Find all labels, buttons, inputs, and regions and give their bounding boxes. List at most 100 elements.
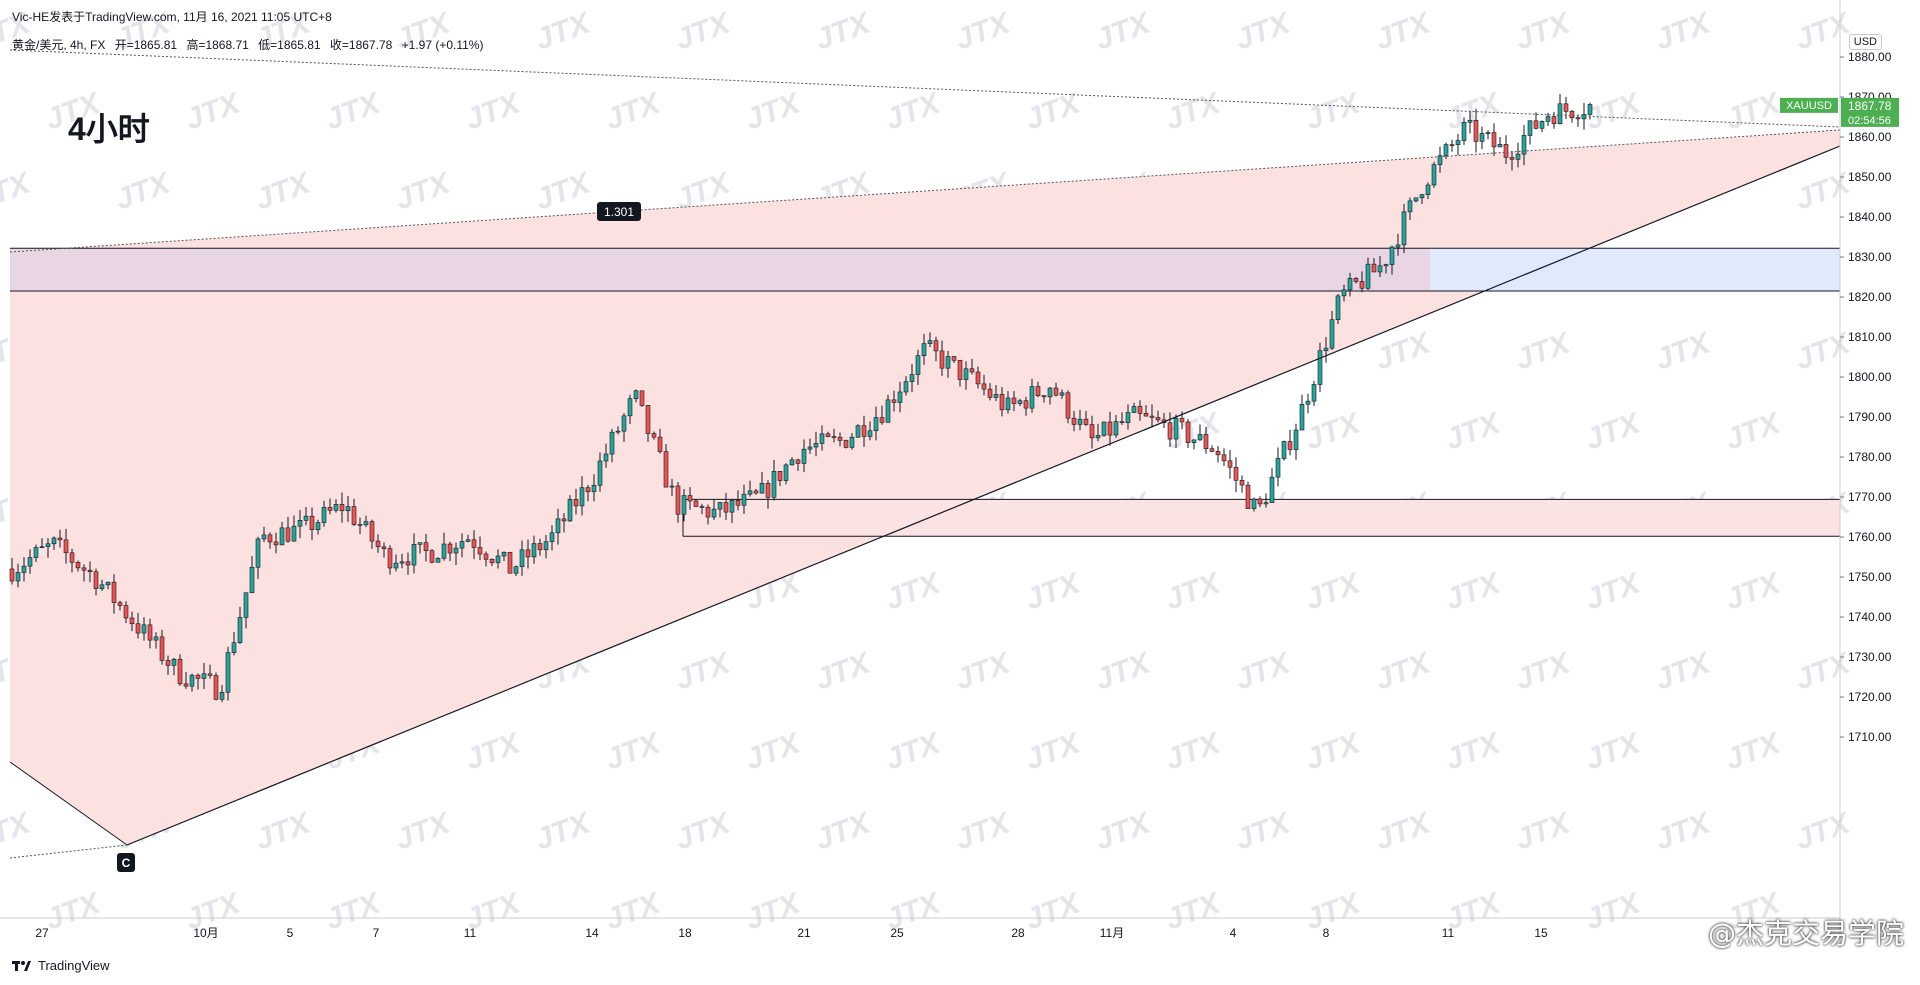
price-tick-label: 1860.00 [1848, 130, 1892, 144]
close-value: 收=1867.78 [329, 38, 393, 52]
candle [1233, 457, 1239, 493]
candle-body [1563, 103, 1569, 112]
countdown-label: 02:54:56 [1848, 115, 1891, 127]
candle [483, 551, 489, 567]
candle-body [783, 464, 789, 481]
candle [681, 488, 687, 522]
candle [405, 552, 411, 575]
candle [783, 463, 789, 485]
time-tick-label: 5 [287, 926, 294, 940]
candle [1335, 293, 1341, 324]
candle-body [1569, 111, 1575, 119]
candle-body [465, 539, 471, 542]
candle [57, 529, 63, 548]
candle [1545, 112, 1551, 127]
candle-body [1011, 397, 1017, 404]
candle-body [855, 425, 861, 438]
candle-body [843, 440, 849, 448]
high-value: 高=1868.71 [186, 38, 249, 52]
candle [21, 557, 27, 582]
candle [81, 564, 87, 582]
candle [9, 557, 15, 585]
candle [843, 439, 849, 449]
candle-body [1485, 132, 1491, 134]
candle [1479, 126, 1485, 150]
candle [1509, 150, 1515, 171]
candle-body [27, 557, 33, 567]
candle [573, 488, 579, 515]
watermark-jtx: JTX [951, 6, 1016, 57]
candle [1293, 423, 1299, 460]
candle [1317, 342, 1323, 393]
candle [1101, 421, 1107, 437]
candle [699, 503, 705, 515]
candle [1251, 497, 1257, 512]
candle [999, 387, 1005, 417]
candle [351, 498, 357, 527]
price-axis[interactable]: 1710.00 1720.00 1730.00 1740.00 1750.00 1760.… [1839, 0, 1892, 948]
candle [1215, 446, 1221, 463]
candle-body [525, 549, 531, 558]
candle-body [393, 562, 399, 569]
candle [39, 538, 45, 549]
watermark-jtx: JTX [1721, 726, 1786, 777]
candle [327, 498, 333, 515]
candle-body [897, 391, 903, 403]
watermark-jtx: JTX [1231, 6, 1296, 57]
candle-body [969, 368, 975, 373]
candle-body [555, 518, 561, 534]
candle-body [369, 521, 375, 542]
watermark-jtx: JTX [1441, 406, 1506, 457]
candle-body [1455, 140, 1461, 145]
candle [861, 415, 867, 447]
candle-body [267, 534, 273, 543]
candle [159, 629, 165, 665]
candle-body [1203, 434, 1209, 450]
watermark-jtx: JTX [601, 886, 666, 937]
candle [951, 356, 957, 364]
candle-body [1083, 418, 1089, 425]
candle-body [513, 566, 519, 574]
candle [153, 632, 159, 649]
watermark-jtx: JTX [531, 806, 596, 857]
candle-body [33, 547, 39, 558]
time-tick-label: 21 [797, 926, 811, 940]
watermark-jtx: JTX [1651, 646, 1716, 697]
candle [495, 549, 501, 569]
candle [1059, 389, 1065, 399]
candle [1257, 496, 1263, 508]
fib-label-box [597, 202, 641, 221]
time-axis[interactable]: 27 10月 5 7 11 14 18 21 25 28 11月 4 8 11 15 [0, 917, 1840, 940]
watermark-jtx: JTX [601, 726, 666, 777]
time-tick-label: 10月 [193, 926, 218, 940]
candle-body [573, 499, 579, 507]
watermark-jtx: JTX [951, 646, 1016, 697]
watermark-jtx: JTX [1371, 646, 1436, 697]
candle [759, 471, 765, 494]
candle-body [57, 537, 63, 541]
candle [933, 336, 939, 362]
watermark-jtx: JTX [1791, 646, 1856, 697]
candle-body [123, 605, 129, 619]
price-tag-box [1841, 97, 1899, 127]
candle [873, 406, 879, 441]
candle [795, 458, 801, 471]
candle-body [951, 356, 957, 361]
candle-body [807, 446, 813, 450]
candle [1209, 445, 1215, 453]
candle-body [579, 487, 585, 507]
candle [1539, 120, 1545, 132]
candle [1485, 130, 1491, 140]
tradingview-logo[interactable]: TradingView [12, 958, 110, 973]
ohlc-legend[interactable]: 黄金/美元, 4h, FX 开=1865.81 高=1868.71 低=1865… [12, 36, 489, 53]
candle [1359, 271, 1365, 293]
candle [867, 421, 873, 441]
candle-body [489, 559, 495, 564]
currency-badge[interactable]: USD [1848, 34, 1882, 50]
candle [231, 632, 237, 656]
candle-body [789, 459, 795, 466]
candle-body [447, 543, 453, 554]
candle-body [1479, 133, 1485, 142]
watermark-jtx: JTX [1301, 886, 1366, 937]
